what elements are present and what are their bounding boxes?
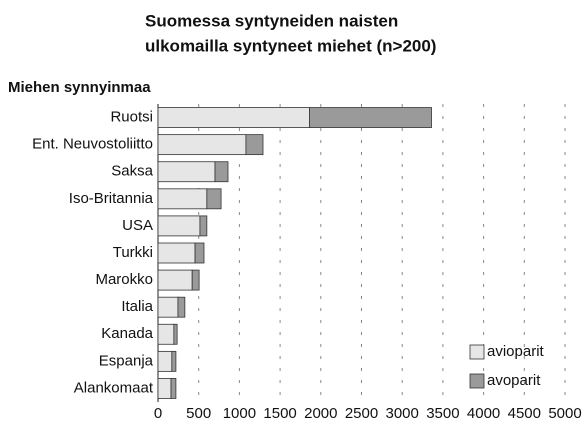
bar-segment xyxy=(157,269,193,291)
y-tick-label: Ruotsi xyxy=(110,109,153,126)
chart-title: ulkomailla syntyneet miehet (n>200) xyxy=(145,36,436,55)
bar-segment xyxy=(157,296,179,318)
bar-segment xyxy=(157,323,175,345)
bar-segment xyxy=(173,323,178,345)
bar-segment xyxy=(157,350,173,372)
bar-segment xyxy=(157,188,208,210)
bar-segment xyxy=(214,161,229,183)
y-tick-label: Turkki xyxy=(113,244,153,261)
bar-segment xyxy=(194,242,205,264)
x-tick-label: 0 xyxy=(154,405,162,422)
bar-segment xyxy=(157,134,247,156)
x-tick-label: 3000 xyxy=(386,405,419,422)
bar-segment xyxy=(199,215,208,237)
chart-title: Suomessa syntyneiden naisten xyxy=(145,11,398,30)
x-tick-label: 500 xyxy=(186,405,211,422)
x-tick-label: 1500 xyxy=(263,405,296,422)
legend-swatch xyxy=(469,344,485,360)
y-tick-label: Ent. Neuvostoliitto xyxy=(32,136,153,153)
x-tick-label: 2500 xyxy=(345,405,378,422)
x-tick-label: 4500 xyxy=(508,405,541,422)
bar-segment xyxy=(157,215,201,237)
x-tick-label: 3500 xyxy=(426,405,459,422)
bar-segment xyxy=(157,107,310,128)
y-tick-label: Alankomaat xyxy=(74,379,154,396)
bar-segment xyxy=(245,134,264,156)
bar-segment xyxy=(309,107,432,128)
legend-label: avoparit xyxy=(487,372,541,389)
x-tick-label: 4000 xyxy=(467,405,500,422)
bar-segment xyxy=(177,296,186,318)
x-tick-label: 2000 xyxy=(304,405,337,422)
legend-label: avioparit xyxy=(487,343,545,360)
x-tick-label: 1000 xyxy=(223,405,256,422)
y-tick-label: Espanja xyxy=(99,352,154,369)
y-tick-label: Marokko xyxy=(95,271,153,288)
y-tick-label: Iso-Britannia xyxy=(69,190,154,207)
bar-segment xyxy=(157,378,172,399)
x-tick-label: 5000 xyxy=(548,405,581,422)
y-tick-label: Saksa xyxy=(111,163,153,180)
bar-segment xyxy=(191,269,200,291)
bar-segment xyxy=(157,242,196,264)
bar-segment xyxy=(206,188,222,210)
y-axis-label: Miehen synnyinmaa xyxy=(8,79,151,96)
y-tick-label: Italia xyxy=(121,298,153,315)
y-tick-label: USA xyxy=(122,217,153,234)
bar-segment xyxy=(157,161,216,183)
legend-swatch xyxy=(469,373,485,389)
y-tick-label: Kanada xyxy=(101,325,153,342)
bar-segment xyxy=(170,378,177,399)
bar-segment xyxy=(171,350,177,372)
